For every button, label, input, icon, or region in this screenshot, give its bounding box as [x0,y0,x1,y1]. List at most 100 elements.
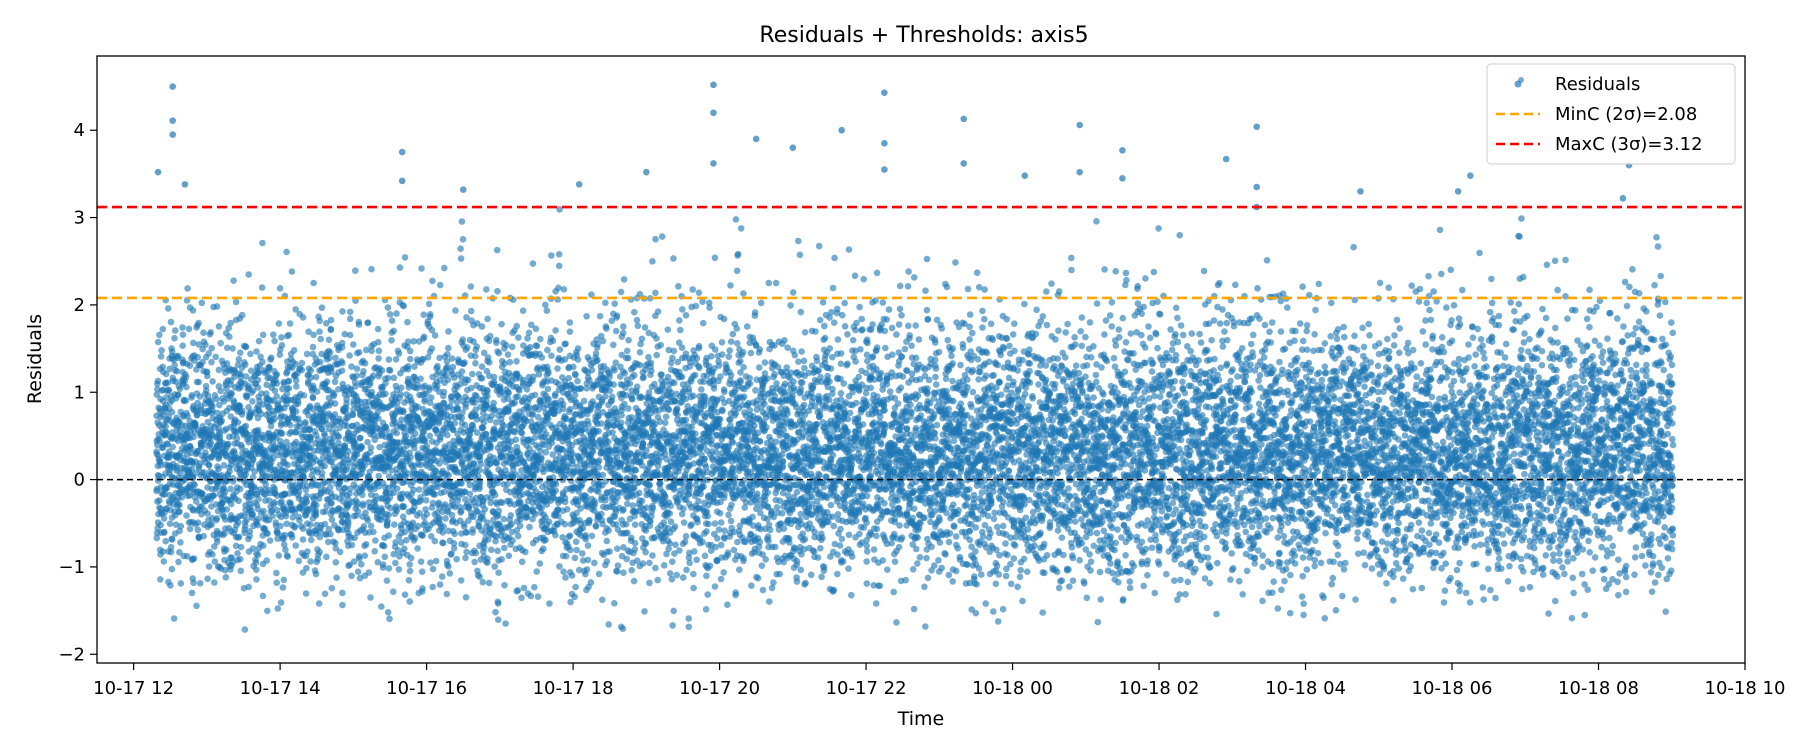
residual-point [670,525,677,533]
residual-point [485,579,493,587]
residual-point [332,559,340,566]
residual-point [527,592,535,600]
residual-point [221,566,229,574]
residual-point [186,492,193,499]
residual-point [397,390,404,398]
residual-point [473,343,481,350]
residual-point [375,472,383,480]
residual-point [310,279,317,287]
residual-point [186,362,194,370]
residual-point [397,384,405,392]
residual-point [594,470,601,478]
residual-point [621,369,628,377]
residual-point [182,397,190,404]
residual-point [598,420,605,427]
residual-point [422,497,430,504]
residual-point [230,277,237,285]
residual-point [270,454,277,462]
residual-point [479,578,487,586]
residual-point [237,567,245,575]
residual-point [399,513,407,520]
residual-point [175,558,182,566]
residual-point [673,571,680,579]
residual-point [241,529,248,537]
residual-point [660,519,667,526]
residual-point [540,545,547,552]
residual-point [573,351,580,359]
residual-point [384,374,392,382]
residual-point [197,362,204,369]
residual-point [595,464,603,471]
residual-point [323,378,331,385]
residual-point [636,489,643,497]
residual-point [234,419,242,426]
residual-point [513,471,520,479]
residual-point [221,516,229,523]
residual-point [678,344,686,352]
residual-point [266,537,274,544]
residual-point [411,534,419,542]
residual-point [259,592,267,600]
residual-point [313,501,320,509]
residual-point [171,334,178,342]
residual-point [601,493,609,501]
residual-point [158,347,165,354]
residual-point [300,392,308,399]
residual-point [323,320,330,327]
residual-point [339,601,346,609]
residual-point [648,367,655,375]
residual-point [318,304,326,312]
residual-point [176,549,183,556]
residual-point [263,390,270,398]
residual-point [287,499,294,507]
residual-point [189,555,196,563]
residual-point [254,515,262,523]
residual-point [429,583,437,591]
residual-point [271,387,279,395]
residual-point [452,307,459,314]
residual-point [280,576,288,584]
residual-point [498,556,506,563]
residual-point [355,349,363,356]
residual-point [316,533,324,541]
residual-point [543,307,551,315]
residual-point [263,557,271,564]
residual-point [321,430,328,437]
residual-point [325,336,333,344]
residual-point [413,413,420,420]
residual-point [299,536,307,543]
residual-point [235,533,243,541]
residual-point [269,417,276,425]
residual-point [267,356,274,363]
residual-point [501,581,508,589]
residual-point [461,421,469,429]
residual-point [531,583,538,591]
residual-point [532,441,540,449]
residual-point [392,356,400,363]
residual-point [570,363,577,371]
residual-point [171,361,178,369]
residual-point [597,332,605,340]
residual-point [415,486,423,493]
residual-point [273,579,281,586]
residual-point [193,447,201,455]
residual-point [536,350,543,358]
residual-point [420,311,428,319]
residual-point [278,334,285,341]
residual-point [677,393,684,400]
residual-point [431,491,439,498]
residual-point [504,480,511,488]
residual-point [389,588,397,595]
residual-point [519,379,527,387]
residual-point [666,463,673,470]
residual-point [299,314,307,321]
residual-point [637,340,644,348]
residual-point [657,341,664,349]
residual-point [326,349,334,357]
residual-point [513,358,520,365]
residual-point [424,320,431,328]
residual-point [420,435,428,443]
residual-point [464,376,472,384]
residual-point [178,494,186,501]
residual-point [215,428,223,436]
